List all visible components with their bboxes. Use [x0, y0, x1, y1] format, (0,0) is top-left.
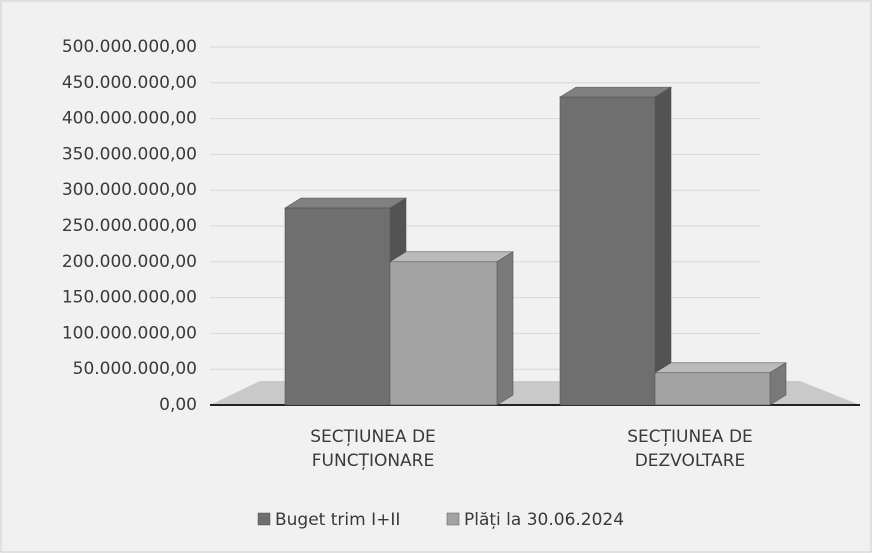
y-tick-label: 50.000.000,00 — [73, 359, 197, 379]
y-tick-label: 450.000.000,00 — [62, 73, 197, 93]
y-tick-label: 100.000.000,00 — [62, 323, 197, 343]
y-tick-label: 350.000.000,00 — [62, 144, 197, 164]
bar-top — [558, 86, 673, 98]
y-tick-label: 300.000.000,00 — [62, 180, 197, 200]
y-tick-label: 150.000.000,00 — [62, 288, 197, 308]
bar-top — [283, 197, 408, 209]
y-tick-label: 200.000.000,00 — [62, 252, 197, 272]
x-tick-label: SECȚIUNEA DE DEZVOLTARE — [627, 427, 753, 471]
bar — [284, 207, 391, 406]
bar — [389, 261, 498, 406]
y-tick-label: 0,00 — [159, 395, 197, 415]
y-tick-label: 400.000.000,00 — [62, 109, 197, 129]
legend-swatch — [257, 512, 271, 526]
y-tick-label: 250.000.000,00 — [62, 216, 197, 236]
legend-swatch — [446, 512, 460, 526]
bar-top — [653, 362, 788, 374]
bar-side — [654, 86, 672, 406]
bar-side — [496, 251, 514, 406]
legend-label: Plăți la 30.06.2024 — [464, 510, 624, 530]
x-tick-label: SECȚIUNEA DE FUNCȚIONARE — [310, 427, 436, 471]
bar — [654, 372, 771, 406]
legend-label: Buget trim I+II — [275, 510, 400, 530]
bar-top — [388, 251, 515, 263]
y-tick-label: 500.000.000,00 — [62, 37, 197, 57]
bar — [559, 96, 656, 406]
